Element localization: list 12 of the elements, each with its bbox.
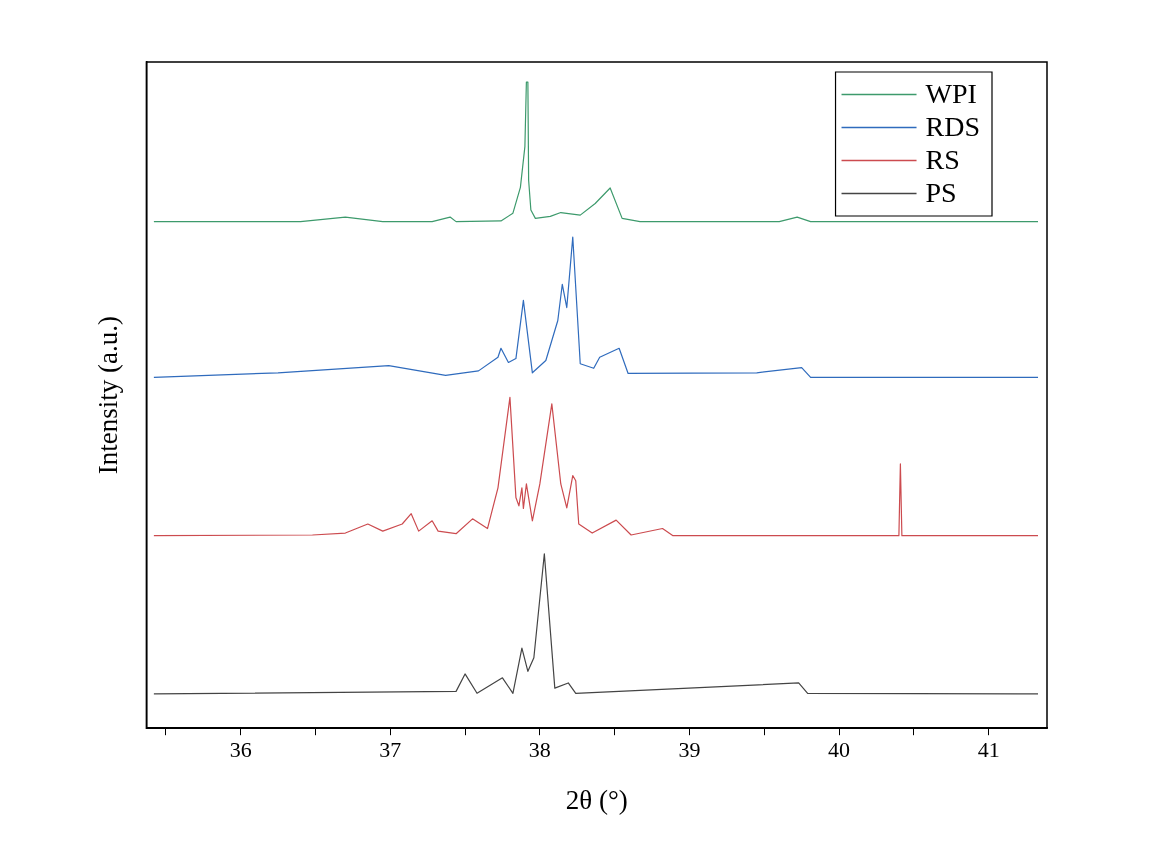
x-tick-label: 40 (828, 737, 851, 763)
x-tick-label: 36 (229, 737, 252, 763)
x-tick-label: 39 (678, 737, 701, 763)
y-axis-title: Intensity (a.u.) (93, 316, 124, 475)
legend-label: WPI (925, 77, 977, 109)
legend-label: RS (925, 143, 960, 175)
x-axis-title: 2θ (°) (565, 784, 628, 815)
x-tick-label: 37 (379, 737, 402, 763)
legend-label: RDS (925, 110, 980, 142)
legend-label: PS (925, 176, 957, 208)
x-tick-label: 38 (528, 737, 551, 763)
x-tick-label: 41 (977, 737, 1000, 763)
